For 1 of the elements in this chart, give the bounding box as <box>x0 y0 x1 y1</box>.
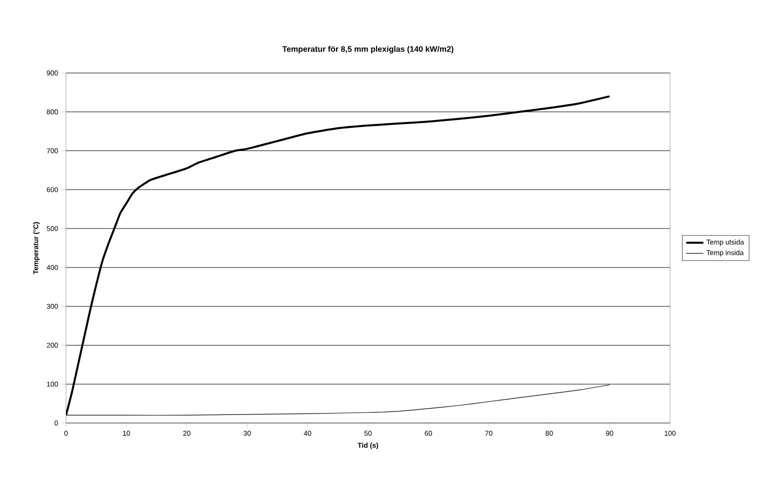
chart-title: Temperatur för 8,5 mm plexiglas (140 kW/m2) <box>282 46 454 54</box>
